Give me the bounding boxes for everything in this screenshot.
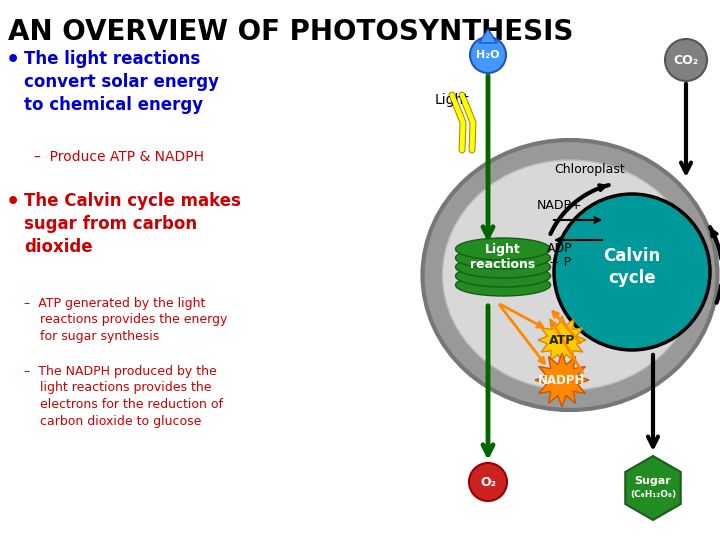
Polygon shape bbox=[535, 353, 589, 407]
Circle shape bbox=[469, 463, 507, 501]
Polygon shape bbox=[479, 29, 497, 43]
Text: H₂O: H₂O bbox=[476, 50, 500, 60]
Text: Light: Light bbox=[435, 93, 469, 107]
Circle shape bbox=[554, 194, 710, 350]
Ellipse shape bbox=[456, 274, 551, 296]
Ellipse shape bbox=[456, 238, 551, 260]
Text: The Calvin cycle makes
sugar from carbon
dioxide: The Calvin cycle makes sugar from carbon… bbox=[24, 192, 241, 256]
Polygon shape bbox=[625, 456, 680, 520]
Text: (C₆H₁₂O₆): (C₆H₁₂O₆) bbox=[630, 490, 676, 500]
Circle shape bbox=[665, 39, 707, 81]
Polygon shape bbox=[538, 316, 586, 364]
Ellipse shape bbox=[456, 265, 551, 287]
Text: CO₂: CO₂ bbox=[673, 53, 698, 66]
Text: •: • bbox=[6, 50, 20, 70]
Text: Light
reactions: Light reactions bbox=[470, 243, 536, 271]
Text: Chloroplast: Chloroplast bbox=[554, 164, 626, 177]
Ellipse shape bbox=[443, 160, 698, 390]
Ellipse shape bbox=[456, 247, 551, 269]
Text: The light reactions
convert solar energy
to chemical energy: The light reactions convert solar energy… bbox=[24, 50, 219, 114]
Text: –  The NADPH produced by the
    light reactions provides the
    electrons for : – The NADPH produced by the light reacti… bbox=[24, 365, 223, 428]
Text: ADP
+ P: ADP + P bbox=[547, 242, 573, 269]
Text: ATP: ATP bbox=[549, 334, 575, 347]
Text: –  ATP generated by the light
    reactions provides the energy
    for sugar sy: – ATP generated by the light reactions p… bbox=[24, 297, 228, 343]
Text: O₂: O₂ bbox=[480, 476, 496, 489]
Text: NADP+: NADP+ bbox=[537, 199, 582, 212]
Text: –  Produce ATP & NADPH: – Produce ATP & NADPH bbox=[34, 150, 204, 164]
Text: Calvin
cycle: Calvin cycle bbox=[603, 247, 661, 287]
Text: AN OVERVIEW OF PHOTOSYNTHESIS: AN OVERVIEW OF PHOTOSYNTHESIS bbox=[8, 18, 573, 46]
Ellipse shape bbox=[456, 256, 551, 278]
Circle shape bbox=[470, 37, 506, 73]
Text: •: • bbox=[6, 192, 20, 212]
Text: Sugar: Sugar bbox=[634, 476, 671, 486]
Text: NADPH: NADPH bbox=[539, 374, 585, 387]
Ellipse shape bbox=[423, 140, 718, 410]
